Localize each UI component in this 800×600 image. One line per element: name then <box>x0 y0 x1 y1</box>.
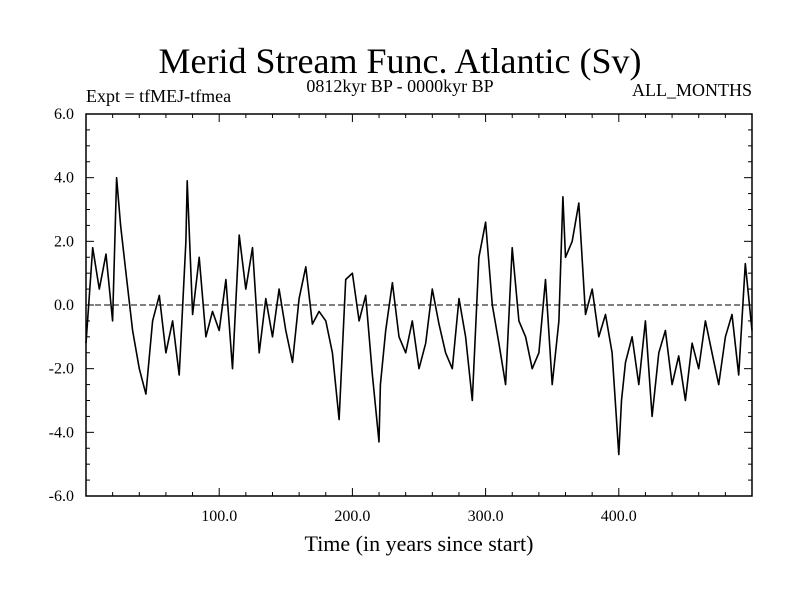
x-tick-label: 400.0 <box>601 508 637 525</box>
series-line <box>85 176 753 456</box>
x-axis-label: Time (in years since start) <box>305 531 534 556</box>
y-axis: 6.0 4.0 2.0 0.0 -2.0 -4.0 -6.0 <box>49 106 752 505</box>
x-tick-label: 200.0 <box>334 508 370 525</box>
x-axis: 100.0 200.0 300.0 400.0 <box>112 114 726 525</box>
experiment-label: Expt = tfMEJ-tfmea <box>86 86 232 106</box>
y-tick-label: 0.0 <box>54 297 74 314</box>
x-tick-label: 300.0 <box>468 508 504 525</box>
y-tick-label: -6.0 <box>49 488 74 505</box>
y-tick-label: 4.0 <box>54 170 74 187</box>
x-tick-label: 100.0 <box>201 508 237 525</box>
y-tick-label: -4.0 <box>49 424 74 441</box>
y-tick-label: 2.0 <box>54 233 74 250</box>
months-label: ALL_MONTHS <box>632 80 752 100</box>
chart-subtitle: 0812kyr BP - 0000kyr BP <box>306 76 494 96</box>
chart-title: Merid Stream Func. Atlantic (Sv) <box>158 41 642 81</box>
y-tick-label: 6.0 <box>54 106 74 123</box>
y-tick-label: -2.0 <box>49 361 74 378</box>
